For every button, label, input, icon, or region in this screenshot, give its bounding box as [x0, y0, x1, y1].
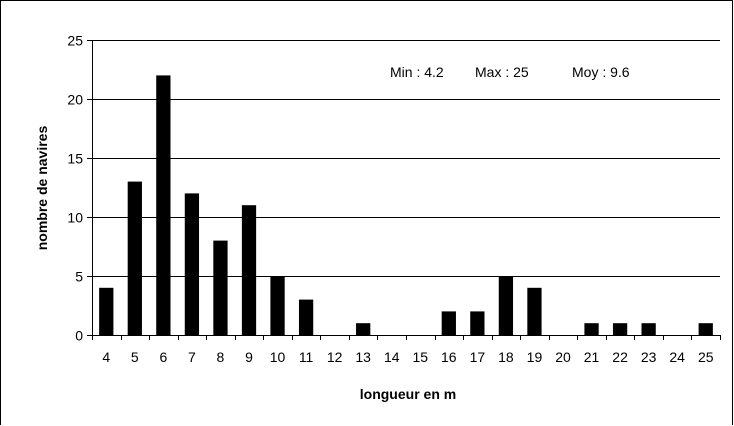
x-tick-label: 9 [245, 349, 253, 365]
bar [213, 240, 228, 335]
y-tick-labels: 0 5 10 15 20 25 [67, 33, 92, 344]
x-tick-label: 17 [470, 349, 486, 365]
x-tick-label: 18 [498, 349, 514, 365]
x-tick-labels: 4 5 6 7 8 9 10 11 12 13 14 15 16 17 18 19 20 21 22 23 24 25 [92, 335, 721, 365]
x-tick-label: 12 [327, 349, 343, 365]
x-tick-label: 4 [102, 349, 110, 365]
y-tick-label: 5 [75, 269, 83, 285]
x-tick-label: 25 [698, 349, 714, 365]
y-tick-label: 20 [67, 92, 83, 108]
x-tick-label: 7 [188, 349, 196, 365]
x-tick-label: 13 [355, 349, 371, 365]
bar [356, 323, 371, 335]
x-tick-label: 5 [131, 349, 139, 365]
bar [698, 323, 713, 335]
bar [156, 75, 171, 336]
annotation-max: Max : 25 [475, 64, 529, 80]
x-tick-label: 21 [584, 349, 600, 365]
annotation-moy: Moy : 9.6 [572, 64, 630, 80]
bars [99, 75, 713, 336]
bar [584, 323, 599, 335]
bar [498, 276, 514, 335]
x-axis-title: longueur en m [360, 386, 456, 402]
x-tick-label: 8 [217, 349, 225, 365]
x-tick-label: 10 [270, 349, 286, 365]
annotation-min: Min : 4.2 [390, 64, 444, 80]
bar [127, 181, 142, 335]
bar [270, 276, 285, 335]
x-tick-label: 6 [159, 349, 167, 365]
bar [612, 323, 628, 335]
x-tick-label: 23 [641, 349, 657, 365]
bar [470, 311, 485, 335]
x-tick-label: 22 [612, 349, 628, 365]
x-tick-label: 14 [384, 349, 400, 365]
bar [641, 323, 656, 335]
x-tick-label: 19 [527, 349, 543, 365]
bar [241, 205, 257, 335]
x-tick-label: 20 [555, 349, 571, 365]
x-tick-label: 15 [412, 349, 428, 365]
y-axis-title: nombre de navires [34, 126, 50, 251]
bar [99, 287, 114, 335]
y-tick-label: 15 [67, 151, 83, 167]
y-tick-label: 0 [75, 328, 83, 344]
x-tick-label: 16 [441, 349, 457, 365]
bar [527, 287, 542, 335]
y-tick-label: 25 [67, 33, 83, 49]
bar [298, 299, 314, 335]
x-tick-label: 24 [669, 349, 685, 365]
bar [441, 311, 456, 335]
bar [184, 193, 200, 335]
y-tick-label: 10 [67, 210, 83, 226]
x-tick-label: 11 [299, 349, 314, 365]
